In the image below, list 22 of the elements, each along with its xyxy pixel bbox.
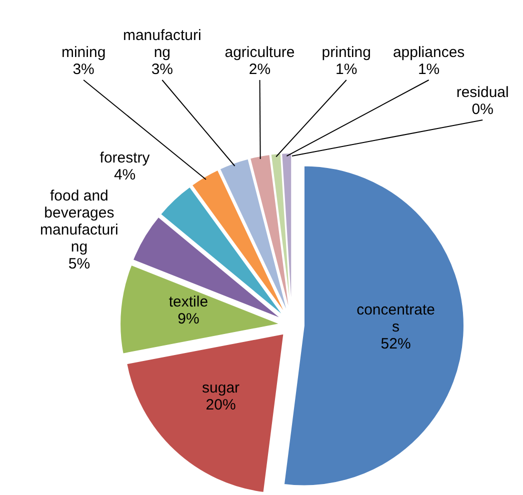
category-label: residual <box>456 84 509 101</box>
data-label: 52% <box>380 336 411 353</box>
slice-label: printing <box>322 44 371 61</box>
data-label: 5% <box>68 256 90 273</box>
slice-label: sugar <box>202 379 240 396</box>
text: 0% <box>472 101 494 118</box>
data-label: 3% <box>72 61 94 78</box>
data-label: 1% <box>336 61 358 78</box>
slice-label: textile <box>168 294 208 311</box>
slice-label: food and beverages manufacturing <box>40 188 118 256</box>
data-label: 2% <box>248 61 271 78</box>
data-label: 1% <box>418 61 440 78</box>
slice-label: agriculture <box>224 44 295 61</box>
data-label: 3% <box>151 61 174 78</box>
data-label: 20% <box>206 396 236 414</box>
slice-label: concentrates <box>356 302 435 336</box>
data-label: 4% <box>114 166 136 184</box>
data-label: 9% <box>178 310 200 328</box>
slice-label: mining <box>61 44 106 61</box>
slice-label: appliances <box>392 44 465 61</box>
slice-label: forestry <box>100 150 150 167</box>
slice-label: manufacturing <box>122 27 202 61</box>
